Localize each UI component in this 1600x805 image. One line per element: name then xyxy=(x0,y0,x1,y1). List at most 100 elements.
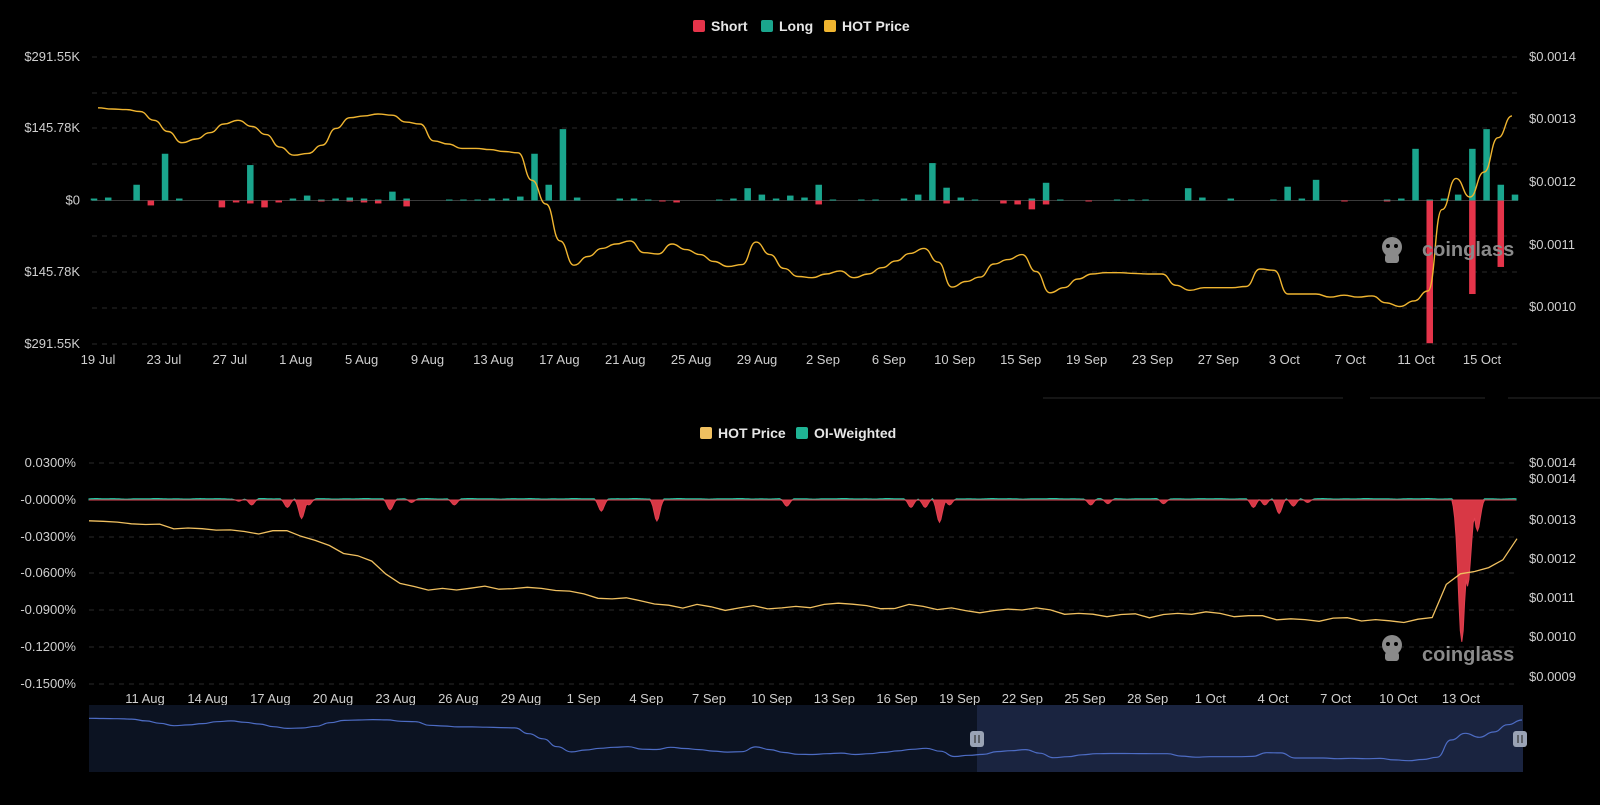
long-bar xyxy=(1042,182,1050,201)
bottom-x-tick: 16 Sep xyxy=(876,691,917,706)
long-bar xyxy=(389,191,396,201)
legend-long-label: Long xyxy=(779,18,813,34)
long-bar xyxy=(133,184,140,201)
long-bar xyxy=(1142,199,1149,201)
short-bar xyxy=(943,200,950,204)
top-x-axis: 19 Jul 23 Jul 27 Jul 1 Aug 5 Aug 9 Aug 13 Aug 1… xyxy=(81,352,1502,367)
top-left-axis: $291.55K $145.78K $0 $145.78K $291.55K xyxy=(24,49,80,351)
navigator-series-line xyxy=(88,717,1523,762)
long-bar xyxy=(176,198,183,201)
bottom-right-tick: $0.0010 xyxy=(1529,629,1576,644)
bottom-left-tick: 0.0300% xyxy=(25,455,77,470)
long-bar xyxy=(1184,188,1192,201)
short-bar xyxy=(1085,200,1092,202)
top-x-tick: 1 Aug xyxy=(279,352,312,367)
bottom-x-tick: 1 Sep xyxy=(567,691,601,706)
legend-oi-weighted-swatch xyxy=(796,427,808,439)
top-left-tick: $291.55K xyxy=(24,336,80,351)
long-bar xyxy=(758,194,766,201)
long-bar xyxy=(460,199,467,201)
top-right-tick: $0.0012 xyxy=(1529,174,1576,189)
short-bar xyxy=(1469,200,1476,295)
oi-weighted-negative-area xyxy=(89,499,1516,642)
long-bar xyxy=(1497,184,1505,201)
top-x-tick: 2 Sep xyxy=(806,352,840,367)
bottom-legend[interactable]: HOT Price OI-Weighted xyxy=(700,425,896,441)
short-bar xyxy=(1341,200,1348,202)
top-right-tick: $0.0014 xyxy=(1529,49,1576,64)
coinglass-logo-icon xyxy=(1382,635,1402,661)
long-bar xyxy=(1412,148,1419,201)
navigator-left-handle-grip-icon[interactable] xyxy=(970,731,984,747)
bottom-right-tick: $0.0014 xyxy=(1529,471,1576,486)
bottom-right-tick: $0.0009 xyxy=(1529,669,1576,684)
legend-long[interactable]: Long xyxy=(761,18,813,34)
long-bar xyxy=(730,198,737,201)
long-bar xyxy=(502,198,510,201)
top-x-tick: 19 Sep xyxy=(1066,352,1107,367)
bottom-x-tick: 7 Sep xyxy=(692,691,726,706)
short-bar xyxy=(659,200,666,202)
long-bar xyxy=(872,199,879,201)
long-bar xyxy=(346,197,354,201)
bottom-x-tick: 10 Oct xyxy=(1379,691,1418,706)
bottom-left-tick: -0.1500% xyxy=(20,676,76,691)
long-bar xyxy=(1270,199,1277,201)
bottom-x-tick: 20 Aug xyxy=(313,691,354,706)
long-bar xyxy=(715,199,723,201)
top-right-tick: $0.0013 xyxy=(1529,111,1576,126)
navigator-right-handle[interactable] xyxy=(1513,731,1527,747)
bottom-x-tick: 17 Aug xyxy=(250,691,291,706)
legend-bottom-hot-price[interactable]: HOT Price xyxy=(700,425,786,441)
bottom-left-axis: 0.0300% -0.0000% -0.0300% -0.0600% -0.0900% -… xyxy=(20,455,76,691)
long-bar xyxy=(360,198,368,201)
bottom-left-tick: -0.0300% xyxy=(20,529,76,544)
navigator-right-handle-grip-icon[interactable] xyxy=(1513,731,1527,747)
legend-short-swatch xyxy=(693,20,705,32)
long-bar xyxy=(616,198,624,201)
long-bar xyxy=(1113,199,1121,201)
bottom-x-tick: 4 Sep xyxy=(629,691,663,706)
long-bar xyxy=(1312,179,1320,201)
top-x-tick: 11 Oct xyxy=(1397,352,1435,367)
bottom-x-tick: 19 Sep xyxy=(939,691,980,706)
top-x-tick: 9 Aug xyxy=(411,352,444,367)
legend-short[interactable]: Short xyxy=(693,18,748,34)
long-bar xyxy=(1298,198,1306,201)
top-x-tick: 5 Aug xyxy=(345,352,378,367)
navigator-left-handle[interactable] xyxy=(970,731,984,747)
long-bar xyxy=(559,129,567,201)
long-bar xyxy=(1440,198,1448,201)
legend-bottom-hot-price-label: HOT Price xyxy=(718,425,786,441)
long-bar xyxy=(474,199,481,201)
long-bar xyxy=(303,195,311,201)
bottom-right-tick: $0.0013 xyxy=(1529,512,1576,527)
long-bar xyxy=(1028,198,1036,201)
top-left-tick: $145.78K xyxy=(24,264,80,279)
short-bar xyxy=(318,200,325,202)
long-bar xyxy=(1227,198,1235,201)
legend-short-label: Short xyxy=(711,18,748,34)
long-bar xyxy=(332,198,339,201)
top-right-tick: $0.0011 xyxy=(1529,237,1575,252)
bottom-x-tick: 14 Aug xyxy=(187,691,228,706)
legend-oi-weighted[interactable]: OI-Weighted xyxy=(796,425,896,441)
bottom-x-axis: 11 Aug 14 Aug 17 Aug 20 Aug 23 Aug 26 Aug 29 A… xyxy=(125,691,1480,706)
long-bar xyxy=(1426,199,1433,201)
bottom-x-tick: 22 Sep xyxy=(1002,691,1043,706)
short-bar xyxy=(360,200,368,203)
top-x-tick: 23 Jul xyxy=(147,352,182,367)
long-bar xyxy=(374,199,382,201)
bottom-right-tick: $0.0012 xyxy=(1529,551,1576,566)
legend-hot-price[interactable]: HOT Price xyxy=(824,18,910,34)
long-bar xyxy=(517,196,524,201)
range-navigator[interactable] xyxy=(88,705,1527,772)
long-bar xyxy=(545,184,552,201)
long-bar xyxy=(1128,199,1135,201)
bottom-left-tick: -0.0000% xyxy=(20,492,76,507)
top-legend[interactable]: Short Long HOT Price xyxy=(693,18,910,34)
long-bar xyxy=(829,199,837,201)
navigator-selection[interactable] xyxy=(977,705,1523,772)
